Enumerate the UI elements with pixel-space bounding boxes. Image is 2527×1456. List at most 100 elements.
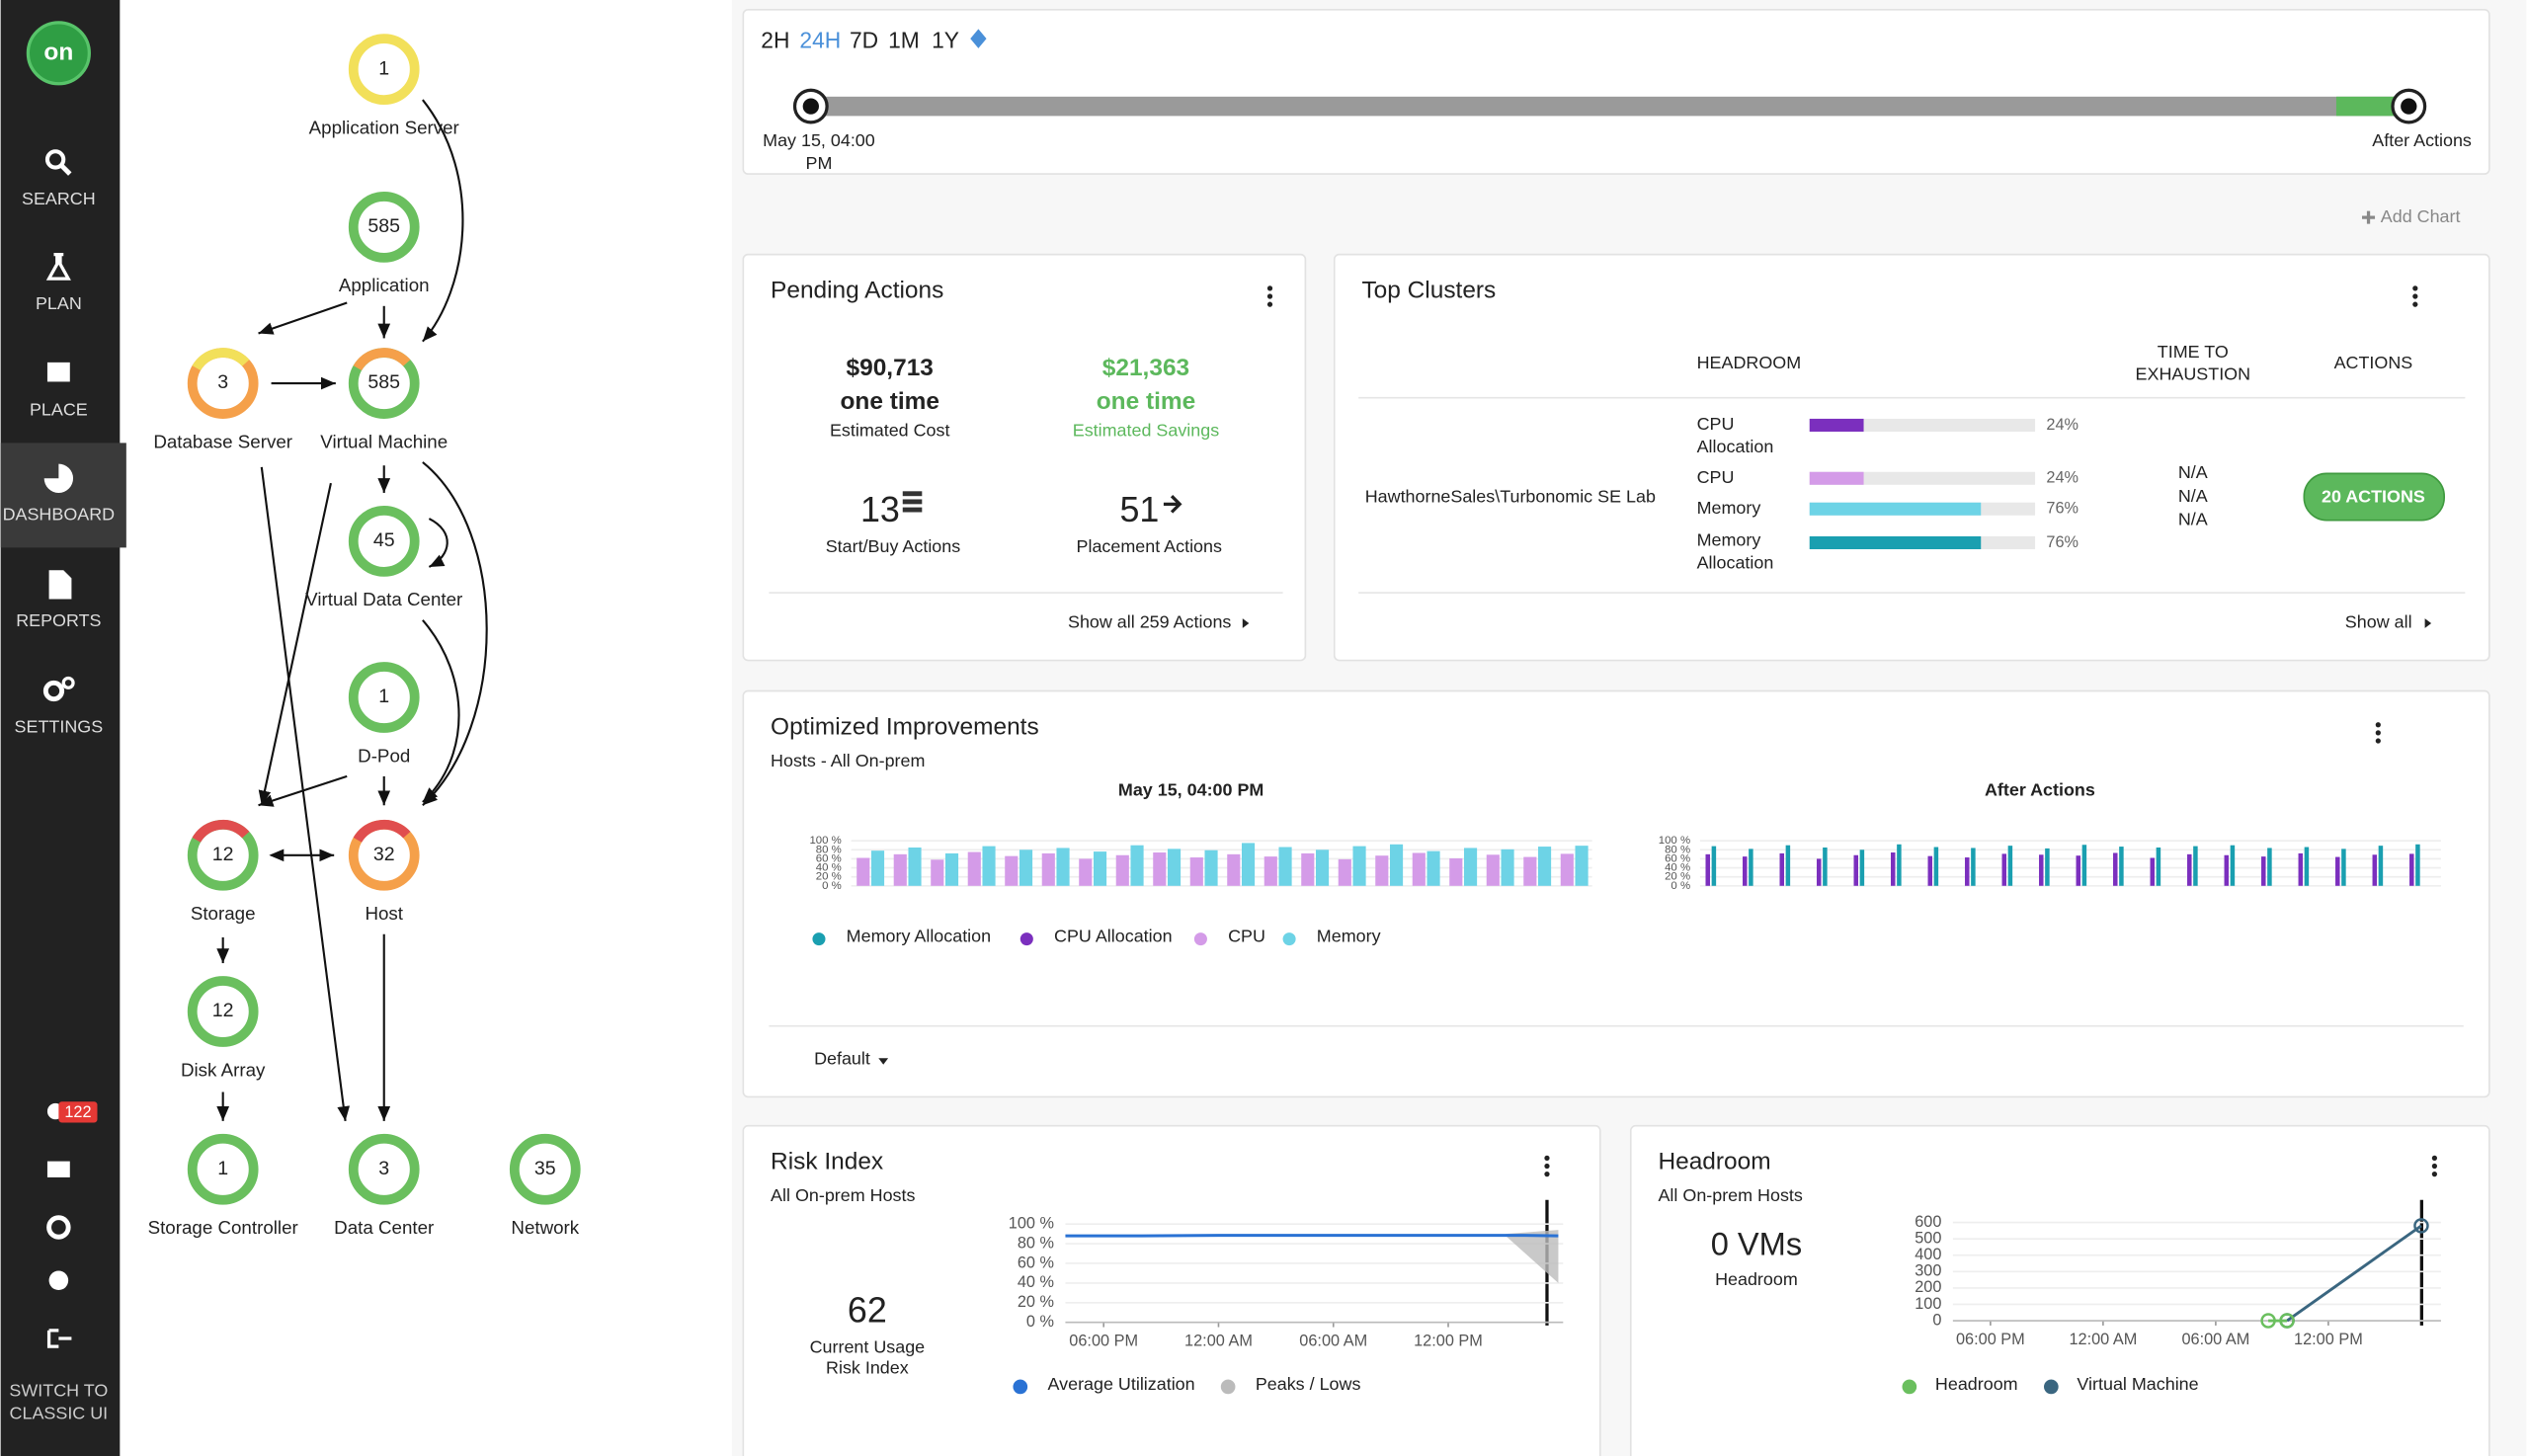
node-ring[interactable]: [187, 1133, 259, 1205]
show-all[interactable]: Show all: [2345, 612, 2412, 632]
node-count: 45: [373, 529, 395, 551]
placement-icon: [1163, 495, 1182, 514]
actions-button-label[interactable]: 20 ACTIONS: [2322, 487, 2425, 507]
node-count: 1: [378, 57, 389, 79]
point: [2260, 1313, 2276, 1329]
mail-icon[interactable]: [46, 1161, 70, 1177]
y-tick-label: 400: [1915, 1246, 1941, 1263]
exhaustion: N/A: [2178, 486, 2208, 506]
caption: Start/Buy Actions: [826, 536, 961, 556]
show-all[interactable]: Show all 259 Actions: [1068, 612, 1231, 632]
bar: [2001, 853, 2007, 886]
nav-item[interactable]: SETTINGS: [15, 717, 104, 737]
timeline-track[interactable]: [810, 96, 2409, 117]
nav-item[interactable]: REPORTS: [16, 610, 101, 630]
time-range[interactable]: 1M: [888, 27, 920, 52]
node-label: Application Server: [309, 117, 459, 137]
time-range[interactable]: 7D: [850, 27, 878, 52]
server-icon: [902, 499, 923, 505]
time-range[interactable]: 24H: [799, 27, 841, 52]
node-ring[interactable]: [348, 505, 420, 577]
period: one time: [1097, 388, 1195, 415]
arrow: [428, 518, 448, 568]
node-count: 12: [212, 1000, 234, 1021]
y-tick-label: 100 %: [1659, 835, 1690, 847]
node-ring[interactable]: [348, 1133, 420, 1205]
column-header: TIME TO: [2158, 342, 2229, 362]
node-count: 3: [378, 1158, 389, 1179]
pending-icons: [878, 491, 2432, 1065]
nav-item[interactable]: PLACE: [30, 400, 88, 420]
panel-subtitle: All On-prem Hosts: [1658, 1185, 1802, 1205]
arrow: [422, 619, 460, 803]
nav-item[interactable]: SEARCH: [22, 189, 96, 208]
node-label: Virtual Data Center: [305, 589, 462, 609]
bar: [1743, 856, 1748, 886]
node-ring[interactable]: [348, 34, 420, 105]
bar: [1711, 846, 1717, 886]
node-ring[interactable]: [348, 192, 420, 263]
y-tick-label: 0: [1932, 1311, 1941, 1329]
bar: [1523, 856, 1537, 886]
actions-button[interactable]: [2303, 472, 2445, 522]
kebab[interactable]: [2375, 722, 2381, 744]
nav-item[interactable]: DASHBOARD: [3, 505, 116, 525]
node-ring[interactable]: [187, 976, 259, 1047]
timeline-start: PM: [806, 153, 833, 173]
kebab[interactable]: [2412, 285, 2418, 307]
bar: [2076, 855, 2081, 886]
y-tick-label: 600: [1915, 1213, 1941, 1231]
bar: [2187, 853, 2192, 886]
bar: [1227, 853, 1241, 886]
switch-ui[interactable]: SWITCH TO: [9, 1381, 108, 1401]
metric-name: Allocation: [1697, 437, 1774, 456]
bar: [856, 857, 870, 886]
g-icon[interactable]: [46, 1215, 71, 1240]
bar: [1153, 852, 1167, 886]
chart-title: May 15, 04:00 PM: [1118, 779, 1264, 799]
kpi-caption: Headroom: [1715, 1269, 1798, 1289]
help-icon[interactable]: [48, 1270, 69, 1291]
kebab[interactable]: [1266, 285, 1273, 307]
bar: [1204, 849, 1218, 886]
node-label: Host: [365, 903, 403, 924]
time-range[interactable]: 1Y: [932, 27, 959, 52]
bar: [1785, 845, 1791, 886]
bar: [1538, 847, 1552, 886]
node-ring-accent: [187, 348, 259, 419]
node-label: Data Center: [334, 1217, 434, 1238]
bar: [1823, 847, 1828, 886]
bar: [1189, 857, 1203, 886]
arrow: [258, 482, 332, 806]
switch-ui[interactable]: CLASSIC UI: [10, 1403, 109, 1422]
bar: [2039, 854, 2044, 886]
node-count: 585: [367, 215, 400, 237]
legend-swatch: [1193, 932, 1207, 946]
x-tick-label: 12:00 AM: [1184, 1333, 1253, 1350]
y-tick-label: 60 %: [1665, 852, 1690, 864]
dropdown[interactable]: Default: [814, 1049, 870, 1069]
logout-icon[interactable]: [46, 1329, 72, 1348]
bar: [1965, 857, 1970, 886]
add-chart[interactable]: Add Chart: [2381, 206, 2461, 226]
kebab-menus: [1266, 285, 2438, 1177]
exhaustion: N/A: [2178, 462, 2208, 482]
settings-icon: [61, 676, 75, 689]
logo[interactable]: [26, 21, 91, 86]
bar: [1315, 849, 1330, 886]
metric-name: CPU: [1697, 467, 1735, 487]
legend-label: Average Utilization: [1048, 1374, 1195, 1394]
bar: [2372, 854, 2378, 886]
timeline-icon[interactable]: [970, 29, 987, 48]
node-label: Virtual Machine: [320, 431, 448, 451]
period: one time: [840, 388, 938, 415]
bar: [2081, 845, 2087, 886]
time-range[interactable]: 2H: [761, 27, 789, 52]
kpi-value: 0 VMs: [1711, 1226, 1802, 1262]
nav-item[interactable]: PLAN: [36, 293, 82, 313]
kebab[interactable]: [2431, 1155, 2438, 1177]
kebab[interactable]: [1544, 1155, 1550, 1177]
node-ring[interactable]: [509, 1133, 581, 1205]
node-ring[interactable]: [348, 662, 420, 733]
legend-label: Peaks / Lows: [1256, 1374, 1361, 1394]
